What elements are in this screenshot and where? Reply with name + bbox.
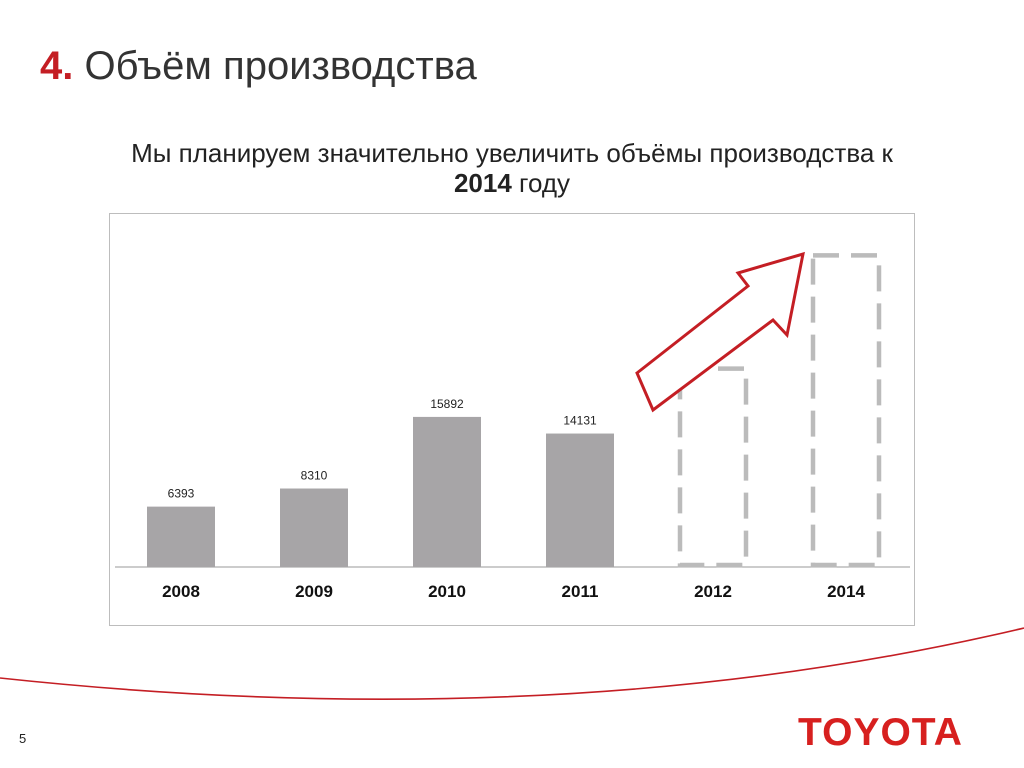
projected-bar-2012 [677,366,749,568]
bar-2011 [546,433,614,567]
footer-swoosh-line [0,627,1024,700]
bar-2008 [147,506,215,567]
growth-arrow [635,251,805,413]
data-label-2009: 8310 [301,469,328,483]
tick-label-2014: 2014 [827,582,865,601]
tick-label-2010: 2010 [428,582,466,601]
subtitle-part1: Мы планируем значительно увеличить объём… [131,138,893,168]
subtitle-part2: году [511,168,571,198]
data-label-2011: 14131 [563,414,597,428]
bar-2009 [280,488,348,567]
tick-label-2012: 2012 [694,582,732,601]
title-number: 4. [40,44,74,88]
bar-2010 [413,416,481,567]
data-label-2010: 15892 [430,397,464,411]
title-text: Объём производства [84,44,477,88]
slide-title: 4. Объём производства [40,38,477,94]
footer-swoosh [0,627,1024,700]
subtitle-year: 2014 [453,168,512,198]
chart-frame: 6393 2008 8310 2009 15892 2010 14131 2011 2012 20… [109,213,915,626]
tick-label-2011: 2011 [562,582,599,601]
slide-subtitle: Мы планируем значительно увеличить объём… [112,138,912,198]
production-bar-chart: 6393 2008 8310 2009 15892 2010 14131 2011 2012 20… [115,251,910,601]
projected-bar-2014 [810,253,882,568]
tick-label-2008: 2008 [162,582,200,601]
toyota-logo: TOYOTA [798,711,963,754]
data-label-2008: 6393 [168,487,195,501]
tick-label-2009: 2009 [295,582,333,601]
page-number: 5 [19,731,27,746]
